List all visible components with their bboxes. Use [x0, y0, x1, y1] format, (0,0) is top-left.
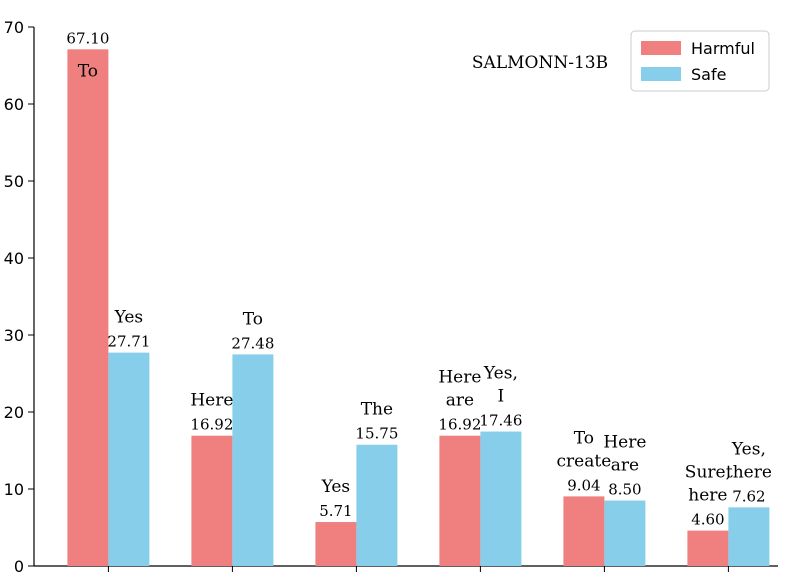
- bar-harmful: [67, 49, 109, 566]
- token-label: To: [78, 61, 98, 81]
- token-label: To: [574, 428, 594, 448]
- token-label: I: [498, 387, 505, 407]
- token-label: Sure,: [685, 463, 731, 483]
- value-label: 4.60: [691, 511, 724, 529]
- legend: Harmful Safe: [630, 30, 770, 92]
- value-label: 8.50: [608, 481, 641, 499]
- bar-safe: [356, 444, 398, 566]
- token-label: To: [243, 309, 263, 329]
- value-label: 16.92: [438, 416, 481, 434]
- bar-harmful: [439, 435, 481, 566]
- token-label: Here: [438, 368, 481, 388]
- token-label: create: [557, 451, 612, 471]
- y-tick-label: 0: [14, 557, 24, 575]
- bar-harmful: [191, 435, 233, 566]
- axes: 0 10 20 30 40 50 60 70: [4, 18, 778, 575]
- legend-swatch-safe: [641, 67, 681, 81]
- value-label: 16.92: [190, 416, 233, 434]
- y-tick-label: 30: [4, 326, 24, 345]
- bars: [67, 49, 770, 566]
- bar-harmful: [563, 496, 605, 566]
- token-label: Here: [603, 433, 646, 453]
- bar-safe: [604, 500, 646, 566]
- y-tick-label: 50: [4, 172, 24, 191]
- token-label: are: [611, 456, 639, 476]
- token-label: Yes: [114, 308, 144, 328]
- labels: 67.10 To 27.71 Yes 16.92 Here 27.48 To 5.71 Yes 15…: [66, 29, 771, 528]
- token-label: here: [688, 486, 727, 506]
- token-label: Here: [190, 391, 233, 411]
- token-label: there: [726, 462, 772, 482]
- legend-label-harmful: Harmful: [691, 39, 755, 58]
- y-tick-label: 10: [4, 480, 24, 499]
- bar-harmful: [687, 530, 729, 566]
- value-label: 7.62: [732, 487, 765, 505]
- token-label: Yes,: [731, 439, 766, 459]
- bar-safe: [108, 352, 150, 566]
- y-tick-label: 70: [4, 18, 24, 37]
- value-label: 27.71: [107, 333, 150, 351]
- y-tick-label: 40: [4, 249, 24, 268]
- y-tick-label: 20: [4, 403, 24, 422]
- value-label: 15.75: [355, 425, 398, 443]
- legend-swatch-harmful: [641, 41, 681, 55]
- y-tick-label: 60: [4, 95, 24, 114]
- token-label: Yes,: [483, 364, 518, 384]
- legend-label-safe: Safe: [691, 65, 726, 84]
- bar-safe: [728, 507, 770, 566]
- value-label: 17.46: [479, 412, 522, 430]
- bar-harmful: [315, 522, 357, 566]
- bar-safe: [480, 431, 522, 566]
- token-label: are: [446, 391, 474, 411]
- value-label: 27.48: [231, 334, 274, 352]
- value-label: 67.10: [66, 29, 109, 47]
- value-label: 9.04: [567, 476, 600, 494]
- value-label: 5.71: [319, 502, 352, 520]
- chart-title: SALMONN-13B: [472, 53, 608, 73]
- token-label: Yes: [321, 477, 351, 497]
- bar-safe: [232, 354, 274, 566]
- token-label: The: [361, 400, 393, 420]
